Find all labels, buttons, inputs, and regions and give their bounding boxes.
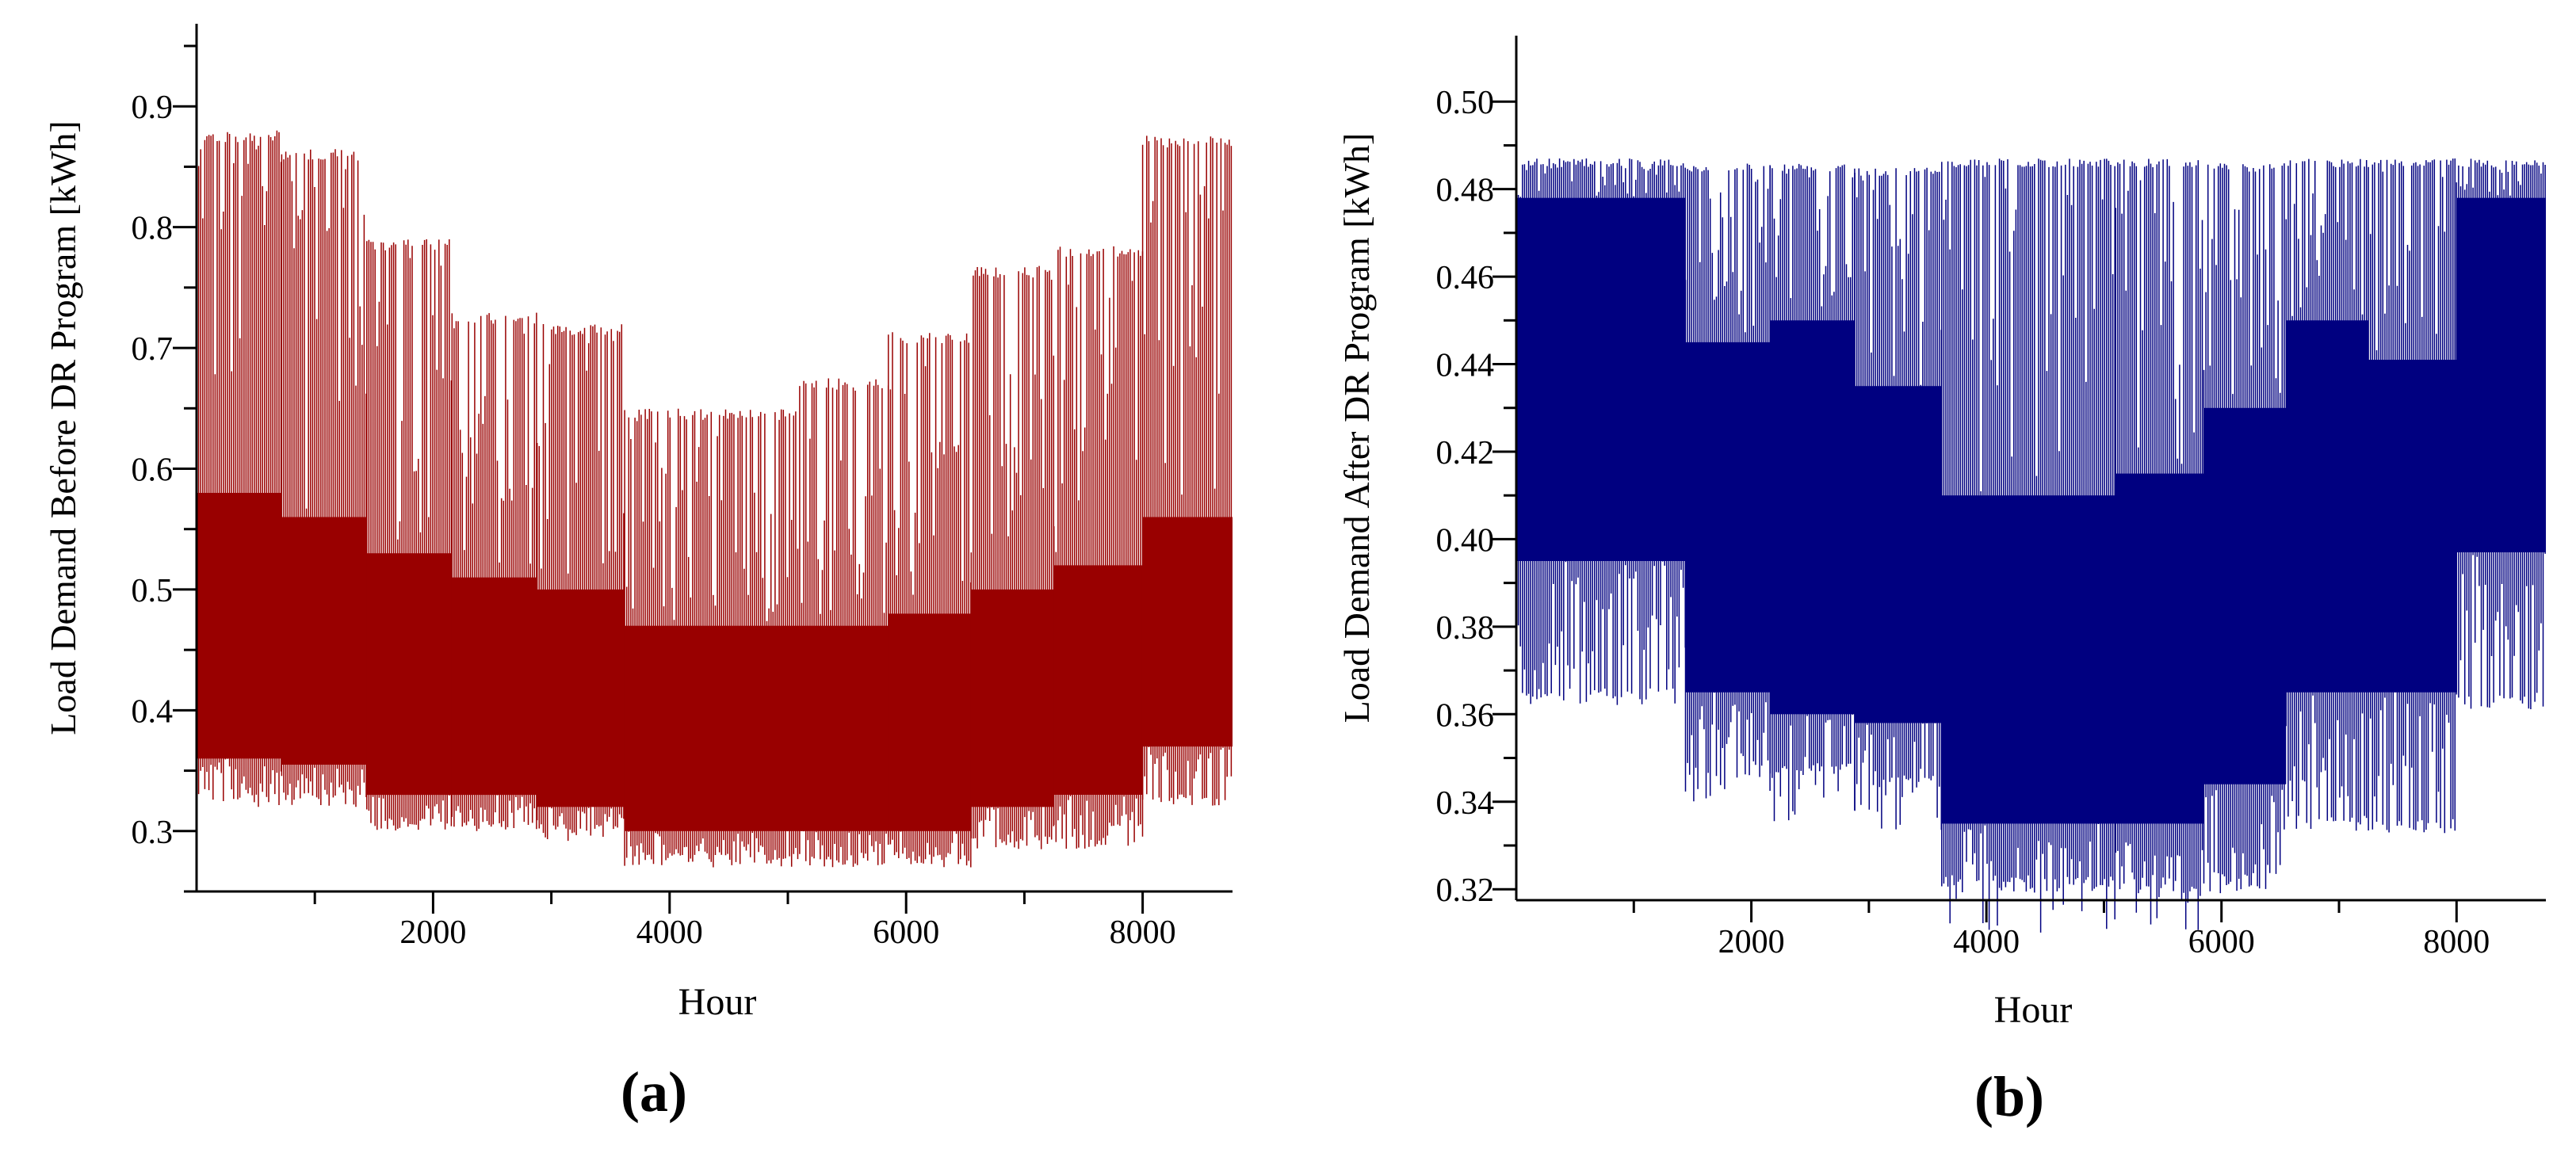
y-tick-label: 0.34 bbox=[1436, 785, 1495, 822]
panel-b-label: (b) bbox=[1974, 1065, 2044, 1128]
y-tick-label: 0.8 bbox=[132, 211, 174, 247]
series-segment bbox=[1053, 246, 1144, 849]
y-tick-label: 0.5 bbox=[132, 573, 174, 609]
series-core-band bbox=[537, 589, 625, 807]
series-core-band bbox=[2456, 197, 2546, 552]
series-core-band bbox=[1941, 495, 2116, 824]
y-tick-label: 0.46 bbox=[1436, 260, 1495, 296]
panel-b-y-axis-label: Load Demand After DR Program [kWh] bbox=[1336, 133, 1377, 723]
panel-a-axes: 0.3 0.4 0.5 0.6 0.7 0.8 0.9 2000 4000 6000 8000 bbox=[132, 24, 1233, 951]
series-core-band bbox=[2368, 360, 2457, 693]
x-tick-label: 4000 bbox=[1953, 924, 2020, 960]
panel-b: 0.32 0.34 0.36 0.38 0.40 0.42 0.44 0.46 0.48 0.50… bbox=[1336, 36, 2546, 1128]
series-core-band bbox=[2115, 473, 2204, 824]
series-segment bbox=[1141, 136, 1233, 806]
y-tick-label: 0.50 bbox=[1436, 85, 1495, 121]
panel-b-x-axis-label: Hour bbox=[1994, 989, 2073, 1031]
series-core-band bbox=[197, 493, 282, 759]
y-tick-label: 0.48 bbox=[1436, 173, 1495, 209]
panel-a: 0.3 0.4 0.5 0.6 0.7 0.8 0.9 2000 4000 6000 8000 Lo… bbox=[43, 24, 1233, 1124]
series-core-band bbox=[1770, 320, 1856, 715]
x-tick-label: 2000 bbox=[399, 914, 466, 951]
series-segment bbox=[1684, 163, 1771, 802]
panel-a-bars bbox=[196, 130, 1233, 868]
y-tick-label: 0.38 bbox=[1436, 610, 1495, 647]
series-segment bbox=[2456, 158, 2546, 709]
series-segment bbox=[2115, 158, 2204, 930]
series-core-band bbox=[2203, 407, 2287, 784]
panel-b-bars bbox=[1515, 158, 2546, 933]
y-tick-label: 0.3 bbox=[132, 815, 174, 851]
y-tick-label: 0.44 bbox=[1436, 348, 1495, 384]
series-segment bbox=[366, 239, 453, 830]
series-segment bbox=[196, 130, 282, 807]
y-tick-label: 0.9 bbox=[132, 90, 174, 126]
panel-a-y-axis-label: Load Demand Before DR Program [kWh] bbox=[43, 120, 83, 735]
x-tick-label: 8000 bbox=[2423, 924, 2490, 960]
panel-b-axes: 0.32 0.34 0.36 0.38 0.40 0.42 0.44 0.46 0.48 0.50… bbox=[1436, 36, 2546, 960]
series-core-band bbox=[452, 577, 537, 796]
series-core-band bbox=[625, 625, 800, 831]
series-segment bbox=[451, 312, 537, 831]
y-tick-label: 0.4 bbox=[132, 693, 174, 730]
y-tick-label: 0.42 bbox=[1436, 435, 1495, 471]
x-tick-label: 2000 bbox=[1718, 924, 1785, 960]
series-segment bbox=[1515, 158, 1686, 705]
series-core-band bbox=[1855, 386, 1942, 723]
series-segment bbox=[970, 265, 1055, 849]
series-core-band bbox=[1142, 517, 1233, 747]
y-tick-label: 0.32 bbox=[1436, 872, 1495, 909]
series-segment bbox=[281, 149, 367, 807]
series-core-band bbox=[888, 613, 972, 831]
series-core-band bbox=[2286, 320, 2369, 693]
x-tick-label: 4000 bbox=[636, 914, 703, 951]
y-tick-label: 0.40 bbox=[1436, 522, 1495, 559]
series-segment bbox=[1769, 163, 1856, 822]
series-core-band bbox=[971, 589, 1054, 807]
series-core-band bbox=[1516, 197, 1686, 561]
series-segment bbox=[1854, 167, 1943, 830]
y-tick-label: 0.36 bbox=[1436, 697, 1495, 734]
x-tick-label: 6000 bbox=[2188, 924, 2255, 960]
series-core-band bbox=[366, 553, 453, 796]
series-segment bbox=[888, 332, 972, 868]
series-segment bbox=[1941, 158, 2116, 933]
series-segment bbox=[624, 408, 800, 868]
x-tick-label: 6000 bbox=[873, 914, 939, 951]
series-core-band bbox=[281, 517, 367, 765]
y-tick-label: 0.6 bbox=[132, 452, 174, 489]
series-segment bbox=[2285, 158, 2369, 831]
panel-a-x-axis-label: Hour bbox=[678, 981, 757, 1023]
series-segment bbox=[2203, 163, 2287, 894]
series-segment bbox=[799, 378, 889, 868]
x-tick-label: 8000 bbox=[1110, 914, 1176, 951]
series-core-band bbox=[1053, 565, 1143, 795]
series-segment bbox=[2368, 158, 2457, 834]
panel-a-label: (a) bbox=[621, 1060, 687, 1124]
series-core-band bbox=[799, 625, 889, 831]
y-tick-label: 0.7 bbox=[132, 331, 174, 368]
series-segment bbox=[536, 324, 625, 842]
series-core-band bbox=[1685, 342, 1771, 693]
